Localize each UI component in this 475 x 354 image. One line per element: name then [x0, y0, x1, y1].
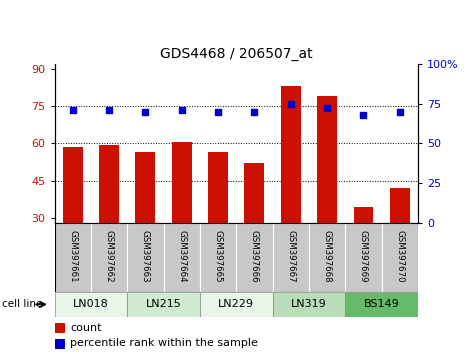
- Bar: [99, 145, 119, 223]
- Text: GSM397663: GSM397663: [141, 230, 150, 282]
- Bar: [245, 163, 265, 223]
- Text: GSM397669: GSM397669: [359, 230, 368, 282]
- Bar: [345, 223, 381, 292]
- Text: GSM397667: GSM397667: [286, 230, 295, 282]
- Bar: [172, 142, 192, 223]
- Point: [323, 105, 331, 111]
- Bar: [273, 292, 345, 317]
- Bar: [55, 323, 65, 333]
- Point: [214, 109, 222, 114]
- Bar: [163, 223, 200, 292]
- Point: [105, 107, 113, 113]
- Text: cell line: cell line: [2, 299, 43, 309]
- Text: LN229: LN229: [218, 299, 254, 309]
- Bar: [91, 223, 127, 292]
- Point: [396, 109, 404, 114]
- Point: [360, 112, 367, 118]
- Bar: [55, 223, 91, 292]
- Text: BS149: BS149: [364, 299, 399, 309]
- Text: GSM397662: GSM397662: [104, 230, 114, 282]
- Text: LN018: LN018: [73, 299, 109, 309]
- Point: [251, 109, 258, 114]
- Bar: [208, 152, 228, 223]
- Bar: [63, 147, 83, 223]
- Point: [178, 107, 186, 113]
- Bar: [55, 339, 65, 349]
- Text: LN319: LN319: [291, 299, 327, 309]
- Text: percentile rank within the sample: percentile rank within the sample: [70, 338, 258, 348]
- Text: GSM397668: GSM397668: [323, 230, 332, 282]
- Text: GSM397661: GSM397661: [68, 230, 77, 282]
- Bar: [345, 292, 418, 317]
- Text: LN215: LN215: [146, 299, 181, 309]
- Bar: [237, 223, 273, 292]
- Bar: [273, 223, 309, 292]
- Text: GSM397666: GSM397666: [250, 230, 259, 282]
- Point: [287, 101, 294, 106]
- Text: GSM397670: GSM397670: [395, 230, 404, 282]
- Bar: [281, 86, 301, 223]
- Text: count: count: [70, 322, 101, 332]
- Text: GSM397665: GSM397665: [214, 230, 223, 282]
- Bar: [200, 223, 237, 292]
- Bar: [127, 223, 163, 292]
- Text: GSM397664: GSM397664: [177, 230, 186, 282]
- Point: [142, 109, 149, 114]
- Bar: [135, 152, 155, 223]
- Bar: [381, 223, 418, 292]
- Bar: [200, 292, 273, 317]
- Point: [69, 107, 76, 113]
- Bar: [317, 96, 337, 223]
- Bar: [309, 223, 345, 292]
- Bar: [353, 207, 373, 223]
- Bar: [55, 292, 127, 317]
- Bar: [390, 188, 410, 223]
- Title: GDS4468 / 206507_at: GDS4468 / 206507_at: [160, 47, 313, 61]
- Bar: [127, 292, 200, 317]
